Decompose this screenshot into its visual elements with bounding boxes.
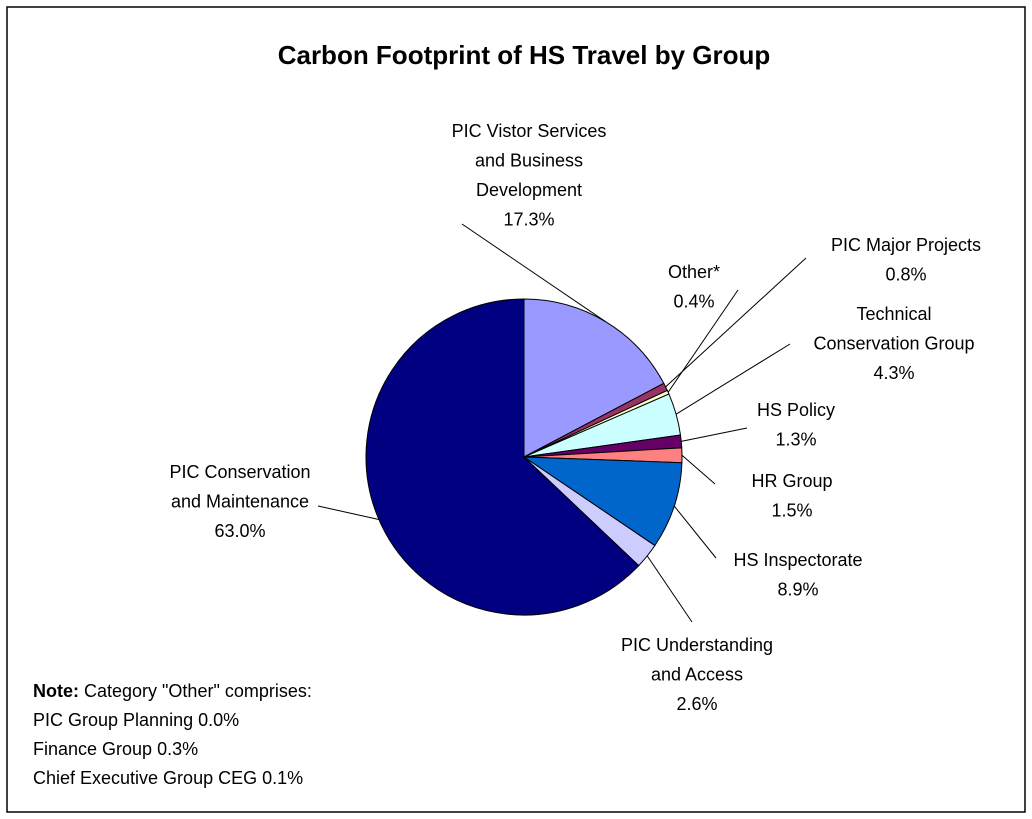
leader-line [665, 257, 807, 388]
leader-line [317, 505, 379, 520]
slice-value-label: 1.3% [775, 430, 816, 450]
note-label: Note: [33, 681, 79, 701]
note-text: Category "Other" comprises: [84, 681, 312, 701]
slice-value-label: 1.5% [771, 501, 812, 521]
leader-line [675, 343, 791, 415]
slice-label: HS Policy [757, 400, 835, 420]
leader-line [646, 555, 693, 623]
slice-value-label: 0.8% [885, 265, 926, 285]
leader-line [461, 223, 606, 323]
slice-label: PIC Major Projects [831, 235, 981, 255]
leader-line [667, 289, 739, 393]
note-item: Chief Executive Group CEG 0.1% [33, 768, 303, 788]
slice-value-label: 2.6% [676, 694, 717, 714]
pie-slice [522, 456, 683, 547]
leader-line [681, 427, 748, 442]
note-item: Finance Group 0.3% [33, 739, 198, 759]
slice-value-label: 63.0% [214, 521, 265, 541]
slice-value-label: 8.9% [777, 580, 818, 600]
slice-label: Other* [668, 262, 720, 282]
slice-label: Technical Conservation Group [813, 304, 974, 354]
slice-label: PIC Conservation and Maintenance [169, 462, 310, 512]
slice-value-label: 4.3% [873, 363, 914, 383]
slice-value-label: 17.3% [503, 210, 554, 230]
leader-line [673, 505, 717, 559]
note-heading: Note: Category "Other" comprises: [33, 681, 312, 701]
slice-label: HS Inspectorate [733, 550, 862, 570]
slice-label: HR Group [751, 471, 832, 491]
chart-title: Carbon Footprint of HS Travel by Group [278, 40, 771, 70]
note-item: PIC Group Planning 0.0% [33, 710, 239, 730]
slice-value-label: 0.4% [673, 292, 714, 312]
slice-label: PIC Understanding and Access [621, 635, 773, 685]
slice-label: PIC Vistor Services and Business Developme… [452, 121, 607, 200]
pie-slice [523, 298, 665, 458]
leader-line [681, 454, 716, 485]
